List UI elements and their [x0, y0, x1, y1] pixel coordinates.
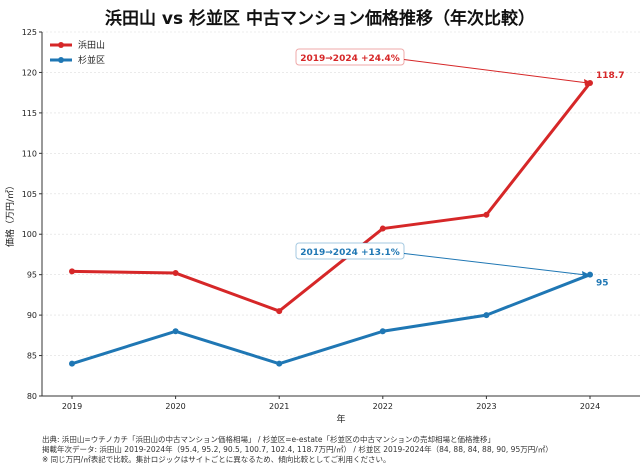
x-tick-label: 2020	[165, 402, 185, 411]
legend-marker	[58, 57, 64, 63]
y-tick-label: 125	[22, 28, 37, 37]
line-chart: 80 85 90 95 100 105 110 115 120 125 2019 2020 2021 20…	[4, 28, 640, 425]
footer-note: ※ 同じ万円/㎡表記で比較。集計ロジックはサイトごとに異なるため、傾向比較として…	[42, 455, 391, 464]
footer-data: 掲載年次データ: 浜田山 2019-2024年（95.4, 95.2, 90.5…	[42, 445, 553, 454]
legend-label: 浜田山	[78, 40, 105, 51]
y-axis-label: 価格（万円/㎡）	[4, 181, 16, 247]
x-axis-label: 年	[336, 413, 345, 425]
y-tick-label: 120	[22, 68, 37, 77]
data-point	[587, 271, 593, 278]
annotation-label: 2019→2024 +24.4%	[300, 54, 400, 64]
data-point	[172, 328, 179, 335]
x-tick-label: 2021	[269, 402, 289, 411]
data-point	[276, 308, 283, 315]
annotation-arrow	[399, 252, 587, 276]
y-tick-label: 115	[22, 109, 37, 118]
data-point	[69, 360, 75, 367]
y-tick-label: 85	[27, 352, 37, 361]
legend-marker	[58, 42, 64, 48]
data-point	[379, 328, 386, 335]
y-tick-label: 95	[27, 271, 37, 280]
y-tick-label: 105	[22, 190, 37, 199]
end-value-label: 118.7	[596, 71, 624, 81]
y-tick-label: 80	[27, 392, 37, 401]
end-value-label: 95	[596, 279, 609, 289]
x-tick-label: 2022	[373, 402, 393, 411]
annotation-arrow	[399, 58, 589, 84]
y-tick-label: 100	[22, 230, 37, 239]
data-point	[483, 211, 490, 218]
y-tick-label: 110	[22, 149, 37, 158]
data-point	[483, 312, 490, 319]
chart-title: 浜田山 vs 杉並区 中古マンション価格推移（年次比較）	[105, 9, 535, 29]
y-tick-label: 90	[27, 311, 37, 320]
annotation-label: 2019→2024 +13.1%	[300, 248, 400, 258]
data-point	[379, 225, 386, 232]
legend-label: 杉並区	[78, 54, 105, 66]
x-tick-label: 2024	[580, 402, 600, 411]
series-line-1	[71, 273, 591, 366]
x-tick-label: 2019	[62, 402, 82, 411]
arrow-head	[584, 79, 592, 86]
annotation-box	[295, 48, 405, 66]
series-line-0	[71, 82, 592, 313]
x-tick-label: 2023	[476, 402, 496, 411]
data-point	[172, 270, 179, 277]
footer-source: 出典: 浜田山=ウチノカチ「浜田山の中古マンション価格相場」 / 杉並区=e-e…	[42, 435, 495, 444]
data-point	[276, 360, 283, 367]
annotation-box	[295, 242, 405, 260]
arrow-head	[582, 271, 590, 278]
data-point	[69, 268, 75, 275]
